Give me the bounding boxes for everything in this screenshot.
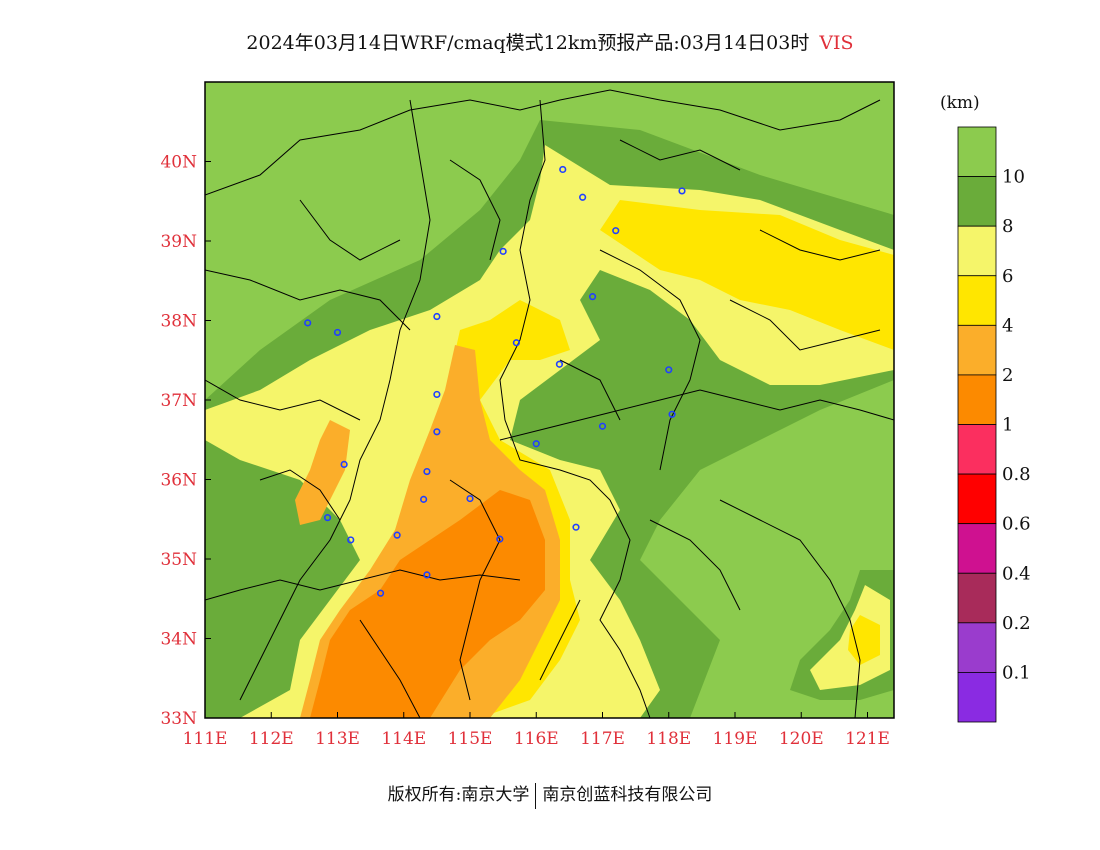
city-marker <box>598 422 607 430</box>
city-marker <box>665 366 673 374</box>
city-marker <box>433 428 441 436</box>
city-marker <box>512 339 520 347</box>
vis-zone-1-2 <box>310 490 545 718</box>
lon-tick-label: 113E <box>315 729 360 749</box>
copyright-footer: 版权所有:南京大学 南京创蓝科技有限公司 <box>0 780 1100 809</box>
lat-tick-label: 38N <box>160 312 197 332</box>
copyright-right: 南京创蓝科技有限公司 <box>542 785 713 805</box>
city-marker <box>433 390 441 399</box>
city-marker <box>333 328 342 337</box>
legend-swatch <box>957 324 997 376</box>
city-marker <box>555 360 564 368</box>
city-marker <box>532 440 540 448</box>
title-variable: VIS <box>819 32 854 54</box>
lon-tick-label: 119E <box>713 729 758 749</box>
lat-tick-label: 34N <box>160 630 197 650</box>
lon-tick-label: 115E <box>448 729 493 749</box>
legend-label: 0.8 <box>1002 464 1031 485</box>
latitude-axis: 33N 34N 35N 36N 37N 38N 39N 40N <box>160 153 211 729</box>
legend-label: 8 <box>1002 216 1013 237</box>
city-marker <box>340 460 348 468</box>
lat-tick-label: 33N <box>160 709 197 729</box>
city-marker <box>420 495 428 503</box>
legend-swatch <box>957 672 997 723</box>
lat-tick-label: 36N <box>160 471 197 491</box>
lat-tick-label: 35N <box>160 550 197 570</box>
city-marker <box>668 410 676 418</box>
lon-tick-label: 121E <box>845 729 890 749</box>
city-marker <box>376 589 385 597</box>
city-marker <box>323 514 332 522</box>
city-marker <box>572 523 580 531</box>
admin-boundaries <box>205 89 894 718</box>
legend-swatch <box>957 473 997 525</box>
lon-tick-label: 114E <box>381 729 426 749</box>
longitude-axis: 111E 112E 113E 114E 115E 116E 117E 118E 119E 120E… <box>183 712 890 749</box>
copyright-left: 版权所有:南京大学 <box>387 785 530 805</box>
footer-divider <box>535 782 537 809</box>
lon-tick-label: 118E <box>646 729 691 749</box>
lat-tick-label: 40N <box>160 153 197 173</box>
legend-label: 4 <box>1002 315 1013 336</box>
lat-tick-label: 37N <box>160 391 197 411</box>
city-marker <box>347 536 355 544</box>
city-marker <box>579 193 587 201</box>
lat-tick-label: 39N <box>160 232 197 252</box>
legend-swatch <box>957 126 997 177</box>
lon-tick-label: 117E <box>580 729 625 749</box>
legend-swatch <box>957 572 997 624</box>
legend-label: 10 <box>1002 167 1025 188</box>
city-marker <box>678 187 686 195</box>
lon-tick-label: 120E <box>779 729 824 749</box>
legend-swatch <box>957 622 997 673</box>
city-marker <box>612 227 620 235</box>
legend-label: 0.2 <box>1002 613 1031 634</box>
visibility-field <box>205 82 894 718</box>
city-marker <box>559 165 567 174</box>
lon-tick-label: 111E <box>183 729 228 749</box>
vis-zone-4-6-northeast <box>600 200 894 350</box>
legend-unit: (km) <box>940 93 980 113</box>
city-marker <box>423 571 431 579</box>
title-main: 2024年03月14日WRF/cmaq模式12km预报产品:03月14日03时 <box>246 32 810 54</box>
legend-label: 0.1 <box>1002 662 1031 683</box>
legend-swatch <box>957 523 997 574</box>
lon-tick-label: 116E <box>514 729 559 749</box>
vis-zone-4-6-southeast <box>848 615 880 665</box>
map-title: 2024年03月14日WRF/cmaq模式12km预报产品:03月14日03时 V… <box>0 28 1100 55</box>
city-marker <box>499 247 507 255</box>
legend-swatch <box>957 275 997 326</box>
city-marker <box>433 312 441 321</box>
legend-label: 1 <box>1002 415 1013 436</box>
city-marker <box>466 494 474 503</box>
legend-label: 0.6 <box>1002 514 1031 535</box>
city-markers <box>304 165 686 597</box>
legend-swatch <box>957 424 997 475</box>
legend-label: 6 <box>1002 266 1013 287</box>
colorbar-legend: (km) 10 8 6 4 2 1 0.8 0.6 0.4 0.2 0.1 <box>940 93 1031 723</box>
city-marker <box>423 467 431 476</box>
legend-swatch <box>957 225 997 277</box>
city-marker <box>393 531 401 539</box>
vis-zone-2-4-west <box>295 420 350 525</box>
legend-swatch <box>957 176 997 227</box>
city-marker <box>588 293 597 301</box>
legend-label: 0.4 <box>1002 563 1031 584</box>
lon-tick-label: 112E <box>249 729 294 749</box>
city-marker <box>304 319 312 327</box>
legend-swatch <box>957 374 997 425</box>
city-marker <box>496 535 504 543</box>
legend-label: 2 <box>1002 365 1013 386</box>
